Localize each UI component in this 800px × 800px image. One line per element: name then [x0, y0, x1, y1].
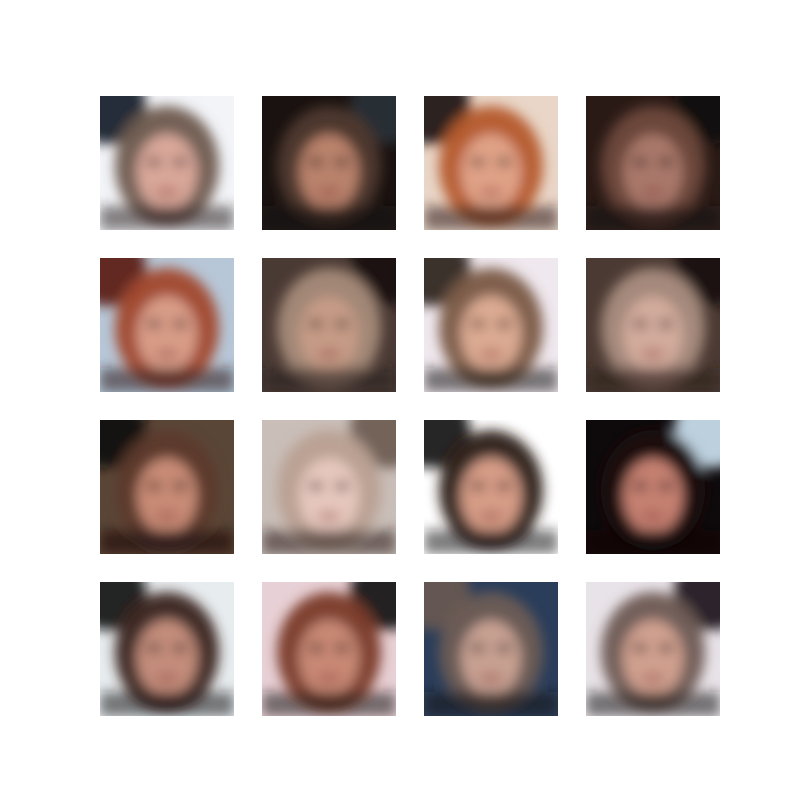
face-image	[100, 420, 234, 554]
generated-face-tile	[424, 582, 558, 716]
generated-face-tile	[586, 96, 720, 230]
face-image	[424, 96, 558, 230]
generated-face-tile	[586, 420, 720, 554]
face-image	[424, 258, 558, 392]
generated-face-tile	[100, 420, 234, 554]
face-image	[100, 582, 234, 716]
face-image	[586, 96, 720, 230]
generated-face-tile	[262, 420, 396, 554]
face-image	[586, 582, 720, 716]
face-image	[586, 420, 720, 554]
face-image	[262, 258, 396, 392]
generated-face-tile	[424, 96, 558, 230]
face-image	[100, 96, 234, 230]
face-image	[262, 420, 396, 554]
generated-face-tile	[586, 582, 720, 716]
face-image	[424, 582, 558, 716]
generated-face-tile	[424, 420, 558, 554]
generated-face-tile	[100, 258, 234, 392]
face-image	[262, 96, 396, 230]
generated-face-tile	[262, 96, 396, 230]
generated-face-tile	[100, 96, 234, 230]
generated-face-tile	[424, 258, 558, 392]
face-image	[586, 258, 720, 392]
generated-face-tile	[100, 582, 234, 716]
generated-face-tile	[586, 258, 720, 392]
face-image	[424, 420, 558, 554]
generated-face-tile	[262, 258, 396, 392]
face-image	[262, 582, 396, 716]
face-image	[100, 258, 234, 392]
generated-face-tile	[262, 582, 396, 716]
